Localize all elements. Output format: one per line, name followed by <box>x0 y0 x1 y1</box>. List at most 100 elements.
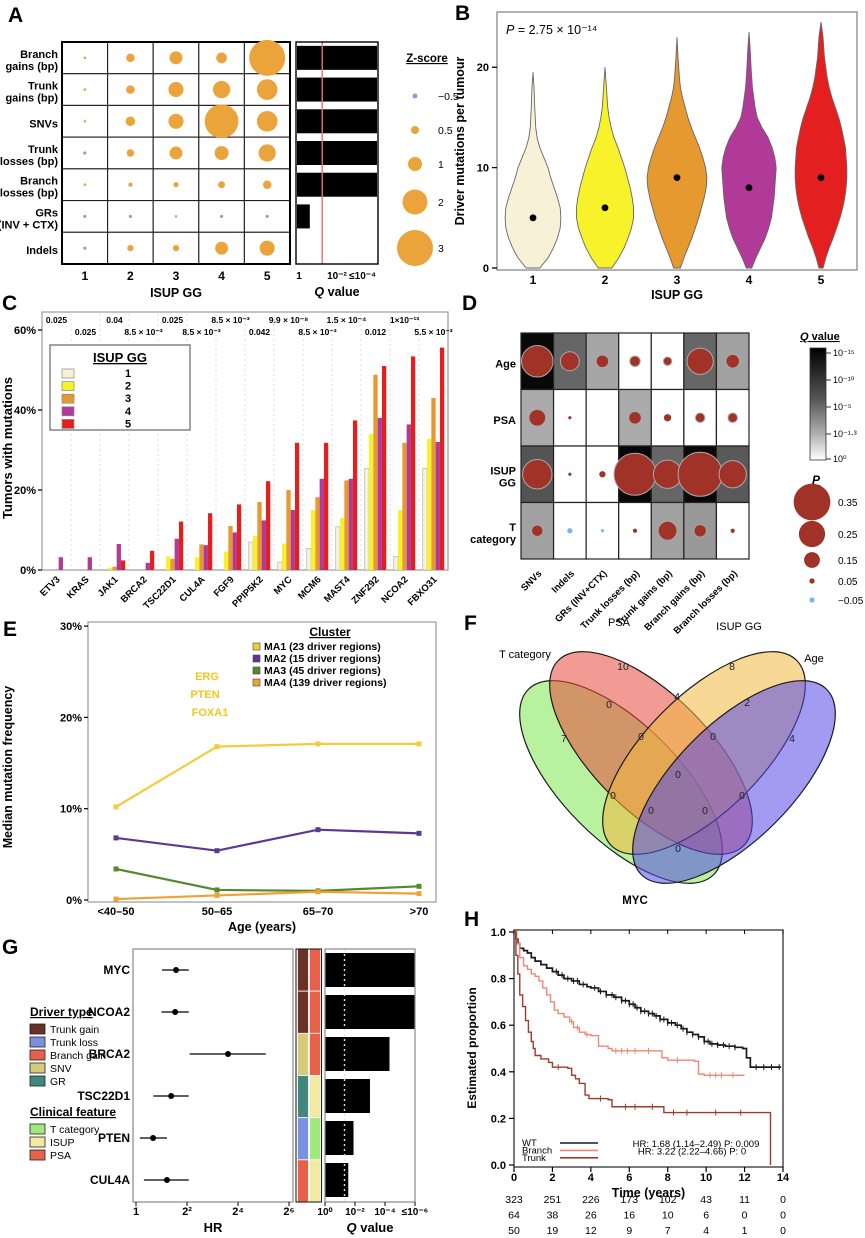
x-tick-label: 65–70 <box>303 906 334 918</box>
z-score-dot <box>262 180 272 189</box>
matrix-row-label: SNVs <box>29 118 58 130</box>
venn-region-count: 0 <box>739 790 745 802</box>
venn-region-count: 0 <box>675 843 681 855</box>
z-score-dot <box>168 82 184 98</box>
q-value-label: 0.042 <box>249 327 271 337</box>
correlation-dot <box>628 410 642 425</box>
matrix-col-label: 2 <box>127 269 134 283</box>
q-legend-tick-label: 10⁻¹⁰ <box>833 375 855 385</box>
label-line: gains (bp) <box>5 93 58 105</box>
driver-legend-swatch <box>29 1062 46 1074</box>
bar <box>286 490 291 570</box>
bar <box>294 442 300 570</box>
correlation-dot <box>725 353 741 369</box>
bar <box>224 551 229 570</box>
q-value-label: 8.5 × 10⁻³ <box>298 327 336 337</box>
data-point <box>113 804 119 810</box>
venn-set-label: Age <box>804 653 824 665</box>
matrix-col-label: 3 <box>173 269 180 283</box>
y-tick-label: 0 <box>483 263 489 275</box>
risk-table-value: 6 <box>703 1209 709 1221</box>
plot-border <box>41 311 449 571</box>
bar <box>323 442 329 570</box>
z-score-dot <box>174 215 178 218</box>
legend-label: 1 <box>125 368 131 380</box>
gene-label: JAK1 <box>96 574 121 599</box>
clinical-feature-strip <box>309 990 321 1034</box>
risk-table-value: 251 <box>544 1194 562 1206</box>
label-line: Trunk <box>28 144 59 156</box>
venn-region-count: 8 <box>729 661 735 673</box>
gene-label: MAST4 <box>322 574 353 605</box>
legend-swatch <box>252 642 261 651</box>
q-value-bar <box>297 77 377 102</box>
z-score-dot <box>215 241 229 255</box>
q-value-bar <box>325 1163 349 1197</box>
z-score-dot <box>83 88 87 91</box>
bar <box>319 478 324 570</box>
bar <box>174 538 179 570</box>
q-value-bar <box>297 172 377 197</box>
q-legend-title: Q value <box>800 331 840 343</box>
q-axis-tick-label: 10⁻⁴ <box>374 1207 395 1218</box>
bar <box>364 468 370 571</box>
label-italic: Q <box>314 285 324 299</box>
hr-axis-title: HR <box>204 1220 223 1235</box>
q-value-bar <box>325 1079 370 1113</box>
driver-legend-swatch <box>29 1023 46 1035</box>
p-legend-dot <box>804 552 820 568</box>
q-value-label: 9.9 × 10⁻⁸ <box>269 315 308 325</box>
violin-shape <box>721 32 777 269</box>
correlation-dot <box>595 354 610 369</box>
q-value-label: 1×10⁻¹³ <box>390 315 419 325</box>
q-axis-tick-label: 10⁰ <box>317 1207 332 1218</box>
legend-label: 4 <box>125 406 132 418</box>
q-value-bar <box>297 109 377 134</box>
z-score-legend-title: Z-score <box>406 53 448 65</box>
heatmap-row-label: Age <box>495 358 516 370</box>
z-score-dot <box>173 182 179 188</box>
panel-f-label: F <box>464 612 477 635</box>
label-line: category <box>470 534 517 546</box>
x-tick-label: 12 <box>738 1172 750 1184</box>
correlation-dot <box>662 356 673 366</box>
y-tick-label: 20% <box>14 485 36 497</box>
matrix-row-label: Indels <box>26 245 58 257</box>
panel-d-label: D <box>462 292 478 315</box>
q-legend-tick-label: 10⁻⁵ <box>833 402 852 412</box>
bar <box>435 442 440 570</box>
legend-swatch <box>61 381 75 391</box>
bar <box>265 481 271 570</box>
y-tick-label: 0% <box>66 895 82 907</box>
hr-point <box>168 1093 175 1099</box>
q-axis-title: Q value <box>314 285 359 299</box>
y-tick-label: 30% <box>60 621 82 633</box>
km-legend-label: WT <box>522 1138 537 1149</box>
risk-table-value: 0 <box>780 1194 786 1206</box>
km-legend-label: Branch <box>522 1145 552 1156</box>
hr-point <box>163 1177 170 1183</box>
bar <box>108 567 113 570</box>
correlation-dot <box>727 412 738 423</box>
bar <box>178 521 184 570</box>
violin-median-dot <box>673 174 681 182</box>
z-score-dot <box>83 119 87 123</box>
legend-swatch <box>252 678 261 687</box>
y-tick-label: 40% <box>14 405 36 417</box>
data-line <box>115 867 420 892</box>
violin-median-dot <box>817 174 825 182</box>
legend-title: Cluster <box>309 625 351 639</box>
z-score-dot <box>204 104 239 139</box>
bar <box>422 468 428 571</box>
km-legend-label: Trunk <box>522 1153 546 1164</box>
gene-label: ETV3 <box>38 574 63 599</box>
gene-annotation: PTEN <box>190 689 219 701</box>
label-line: Branch <box>20 176 58 188</box>
violin-shape <box>575 67 635 269</box>
bar <box>348 478 353 570</box>
grid-border <box>61 41 291 265</box>
q-value-label: 0.025 <box>75 327 97 337</box>
bar <box>373 374 378 570</box>
